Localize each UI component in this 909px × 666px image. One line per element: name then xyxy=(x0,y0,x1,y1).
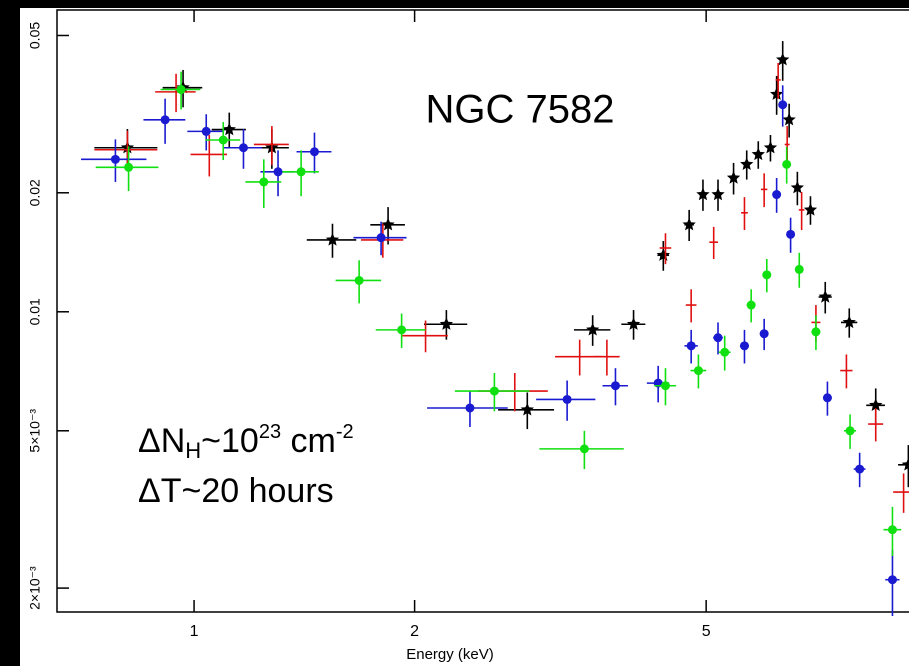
data-point xyxy=(763,140,778,154)
y-tick-label: 2×10⁻³ xyxy=(27,566,43,610)
data-point xyxy=(309,147,319,157)
data-point xyxy=(439,317,453,330)
y-axis-label: Counts s⁻¹ keV⁻¹ xyxy=(3,261,18,361)
annotation-part: ΔT~20 hours xyxy=(138,472,334,510)
data-point xyxy=(855,464,865,474)
data-point xyxy=(110,154,120,164)
annotation-part: 23 xyxy=(259,421,281,443)
data-point xyxy=(465,403,475,413)
data-point xyxy=(376,233,386,243)
data-point xyxy=(811,327,821,337)
chart-title: NGC 7582 xyxy=(426,88,615,132)
annotation-part: H xyxy=(185,438,201,463)
data-point xyxy=(325,232,340,246)
data-point xyxy=(803,202,818,216)
data-point xyxy=(782,112,796,126)
data-point xyxy=(489,386,499,396)
data-point xyxy=(238,143,248,153)
data-point xyxy=(693,366,703,376)
data-point xyxy=(782,159,792,169)
data-point xyxy=(660,381,670,391)
annotation-part: -2 xyxy=(336,421,354,443)
y-tick-label: 0.05 xyxy=(27,22,43,49)
data-point xyxy=(794,264,804,274)
data-point xyxy=(726,171,741,184)
data-point xyxy=(562,394,572,404)
annotation: ΔT~20 hours xyxy=(138,472,334,510)
data-point xyxy=(686,341,696,351)
data-point xyxy=(201,126,211,136)
y-tick-label: 0.01 xyxy=(27,298,43,325)
annotation-part: ΔN xyxy=(138,422,185,460)
data-point xyxy=(586,322,600,336)
data-point xyxy=(711,187,725,201)
data-point xyxy=(762,270,772,280)
data-point xyxy=(222,122,236,136)
data-point xyxy=(218,135,228,145)
data-point xyxy=(887,575,897,585)
data-point xyxy=(626,317,641,330)
data-point xyxy=(740,157,754,170)
data-point xyxy=(822,393,832,403)
data-point xyxy=(869,398,883,411)
x-tick-label: 5 xyxy=(702,623,711,640)
data-point xyxy=(770,87,784,100)
annotation-part: ~10 xyxy=(201,422,259,460)
x-tick-label: 1 xyxy=(190,623,199,640)
data-point xyxy=(720,347,730,357)
data-point xyxy=(790,180,804,194)
annotation-part: cm xyxy=(281,422,336,460)
data-point xyxy=(610,381,620,391)
data-point xyxy=(296,167,306,177)
data-point xyxy=(124,162,134,172)
data-point xyxy=(746,300,756,310)
data-point xyxy=(160,115,170,125)
data-point xyxy=(776,52,790,66)
data-point xyxy=(842,315,856,329)
data-point xyxy=(682,217,696,231)
data-point xyxy=(887,525,897,535)
y-tick-label: 5×10⁻³ xyxy=(27,409,43,453)
annotation: ΔNH~1023 cm-2 xyxy=(138,421,354,463)
data-point xyxy=(818,290,832,303)
data-point xyxy=(656,248,670,261)
data-point xyxy=(751,147,765,161)
plot-frame xyxy=(56,9,909,613)
data-point xyxy=(579,444,589,454)
data-point xyxy=(739,341,749,351)
y-tick-label: 0.02 xyxy=(27,179,43,206)
data-point xyxy=(845,426,855,436)
data-point xyxy=(381,217,395,231)
data-point xyxy=(786,229,796,239)
data-point xyxy=(354,275,364,285)
data-point xyxy=(520,402,534,416)
data-point xyxy=(713,333,723,343)
x-axis-label: Energy (keV) xyxy=(406,646,494,663)
data-point xyxy=(176,85,186,95)
data-point xyxy=(696,187,710,201)
data-point xyxy=(772,190,782,200)
data-point xyxy=(273,167,283,177)
data-point xyxy=(397,325,407,335)
data-point xyxy=(259,177,269,187)
data-point xyxy=(778,100,788,110)
x-tick-label: 2 xyxy=(410,623,419,640)
data-point xyxy=(901,457,909,471)
data-point xyxy=(759,329,769,339)
